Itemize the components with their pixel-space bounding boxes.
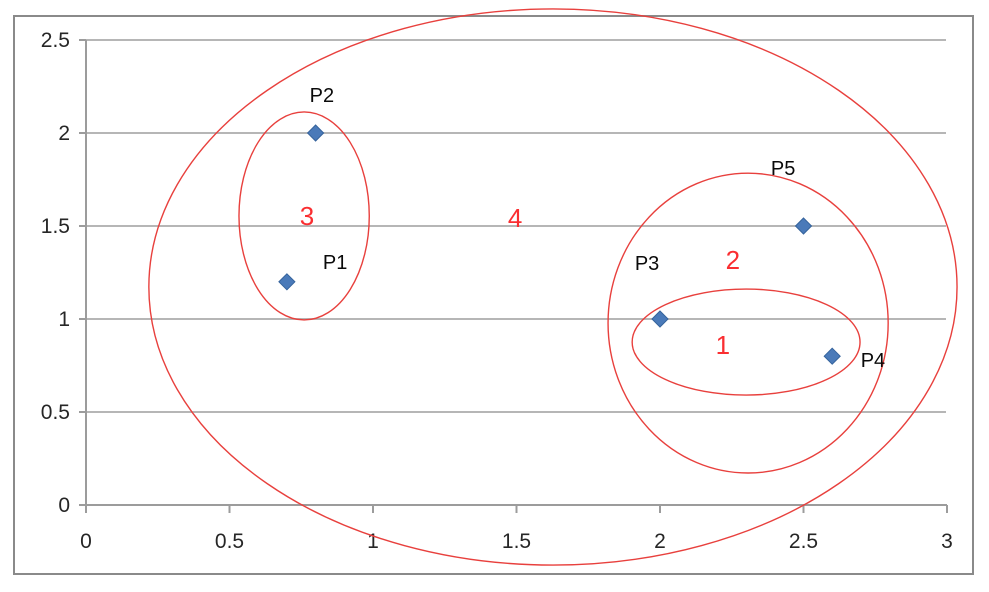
x-tick-label: 2 xyxy=(654,530,666,553)
point-label-P4: P4 xyxy=(861,350,885,372)
cluster-ellipse-2 xyxy=(607,172,889,474)
cluster-label-2: 2 xyxy=(726,245,740,275)
y-tick-label: 0.5 xyxy=(41,401,70,424)
data-point-P3 xyxy=(651,310,669,328)
x-tick-label: 0.5 xyxy=(215,530,244,553)
cluster-ellipse-1 xyxy=(631,288,861,396)
y-tick-label: 1.5 xyxy=(41,215,70,238)
y-tick-label: 0 xyxy=(58,494,70,517)
data-point-P4 xyxy=(823,347,841,365)
x-tick-label: 1.5 xyxy=(502,530,531,553)
cluster-label-3: 3 xyxy=(300,201,314,231)
point-label-P5: P5 xyxy=(771,158,795,180)
point-label-P3: P3 xyxy=(635,253,659,275)
cluster-ellipse-3 xyxy=(238,111,370,321)
y-tick-label: 1 xyxy=(58,308,70,331)
data-point-P1 xyxy=(278,273,296,291)
data-point-P2 xyxy=(306,124,325,142)
y-tick-label: 2 xyxy=(58,122,70,145)
x-tick-label: 1 xyxy=(367,530,379,553)
cluster-label-1: 1 xyxy=(716,330,730,360)
y-tick-label: 2.5 xyxy=(41,29,70,52)
x-tick-label: 3 xyxy=(941,530,953,553)
chart-border xyxy=(13,15,974,575)
cluster-label-4: 4 xyxy=(508,203,522,233)
point-label-P1: P1 xyxy=(323,252,347,274)
x-tick-label: 0 xyxy=(80,530,92,553)
point-label-P2: P2 xyxy=(310,85,334,107)
x-tick-label: 2.5 xyxy=(789,530,818,553)
cluster-ellipse-4 xyxy=(148,8,958,566)
data-point-P5 xyxy=(794,217,813,235)
